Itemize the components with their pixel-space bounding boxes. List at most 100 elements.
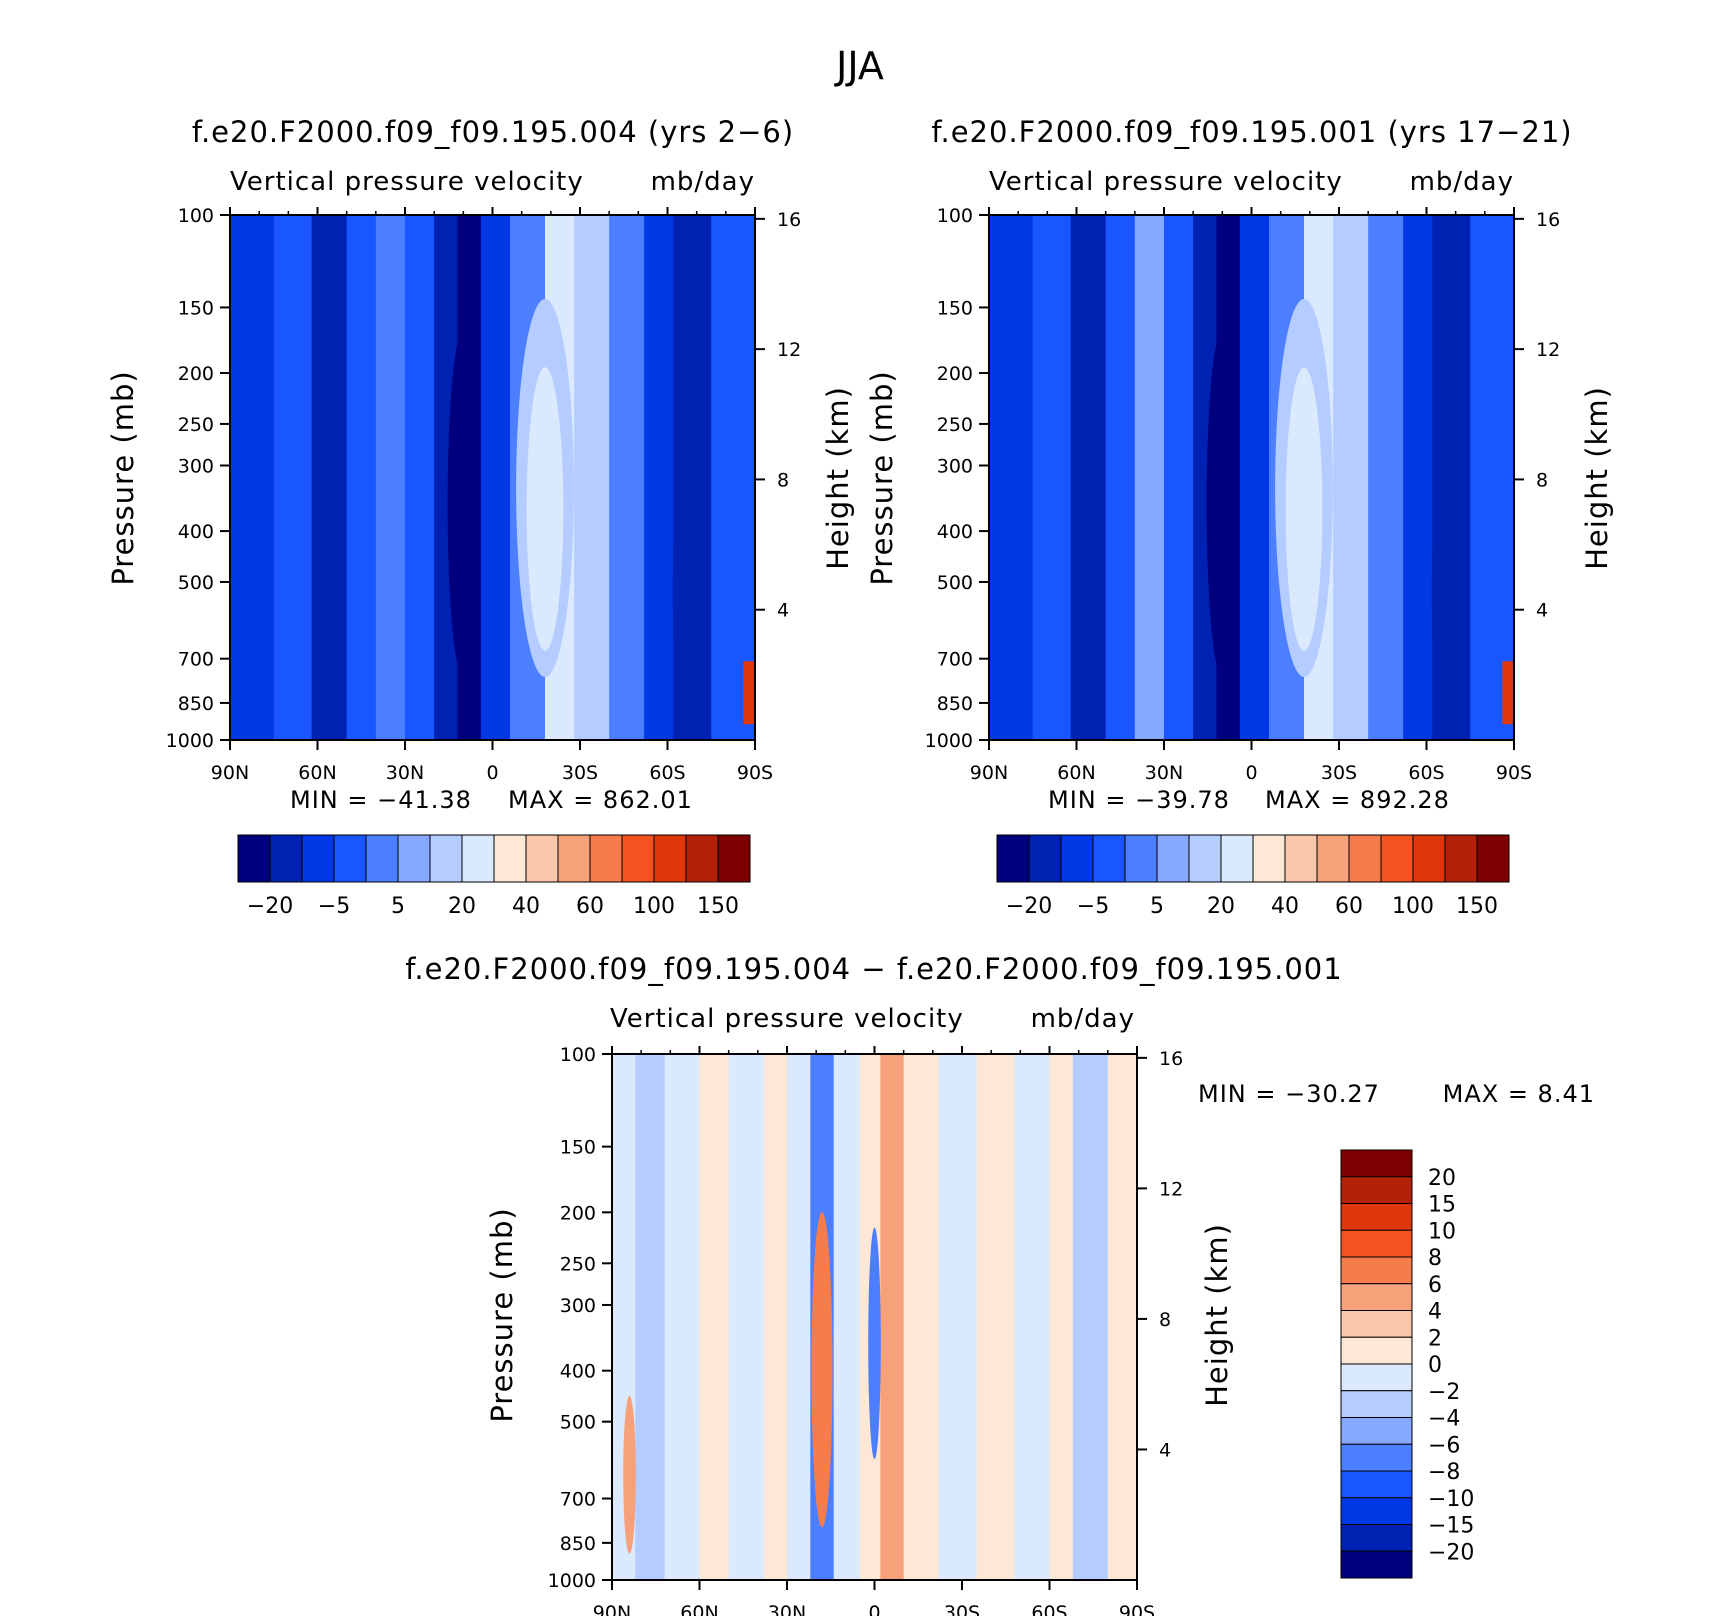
- field-band: [405, 215, 435, 740]
- colorbar-label: 20: [448, 894, 476, 919]
- y-tick-label: 200: [178, 363, 214, 385]
- colorbar-swatch: [996, 834, 1030, 883]
- x-tick-label: 90N: [593, 1602, 631, 1616]
- panel-2-ylabel: Pressure (mb): [865, 370, 899, 585]
- panel-1-plot: 100 150 200 250 300 400 500 700 850 1000 16 12 8 4 90N…: [166, 205, 802, 784]
- colorbar-swatch: [1340, 1229, 1413, 1258]
- panel-2-units: mb/day: [1410, 167, 1514, 197]
- x-tick-label: 90N: [970, 762, 1008, 784]
- colorbar-swatch: [1340, 1417, 1413, 1445]
- colorbar-swatch: [1444, 834, 1478, 883]
- field-band: [1105, 215, 1136, 740]
- colorbar-label: −20: [1006, 894, 1052, 919]
- polar-surface: [743, 661, 754, 725]
- colorbar-swatch: [525, 834, 559, 883]
- field-band: [1239, 215, 1270, 740]
- field-band: [664, 1054, 700, 1580]
- panel-1-y2label: Height (km): [821, 386, 855, 570]
- x-tick-label: 0: [1245, 762, 1257, 784]
- colorbar-swatch: [1340, 1256, 1413, 1285]
- colorbar-swatch: [1188, 834, 1222, 883]
- panel-1-max-label: MAX = 862.01: [508, 786, 693, 814]
- panel-2-variable: Vertical pressure velocity: [989, 167, 1343, 197]
- colorbar-swatch: [461, 834, 495, 883]
- panel-2-title: f.e20.F2000.f09_f09.195.001 (yrs 17−21): [931, 115, 1572, 149]
- y-tick-label: 400: [560, 1361, 596, 1383]
- colorbar-label: −5: [1077, 894, 1109, 919]
- field-band: [1072, 1054, 1109, 1580]
- y-tick-label: 150: [560, 1137, 596, 1159]
- panel-3-title: f.e20.F2000.f09_f09.195.004 − f.e20.F200…: [405, 952, 1342, 986]
- y2-tick-label: 12: [1536, 339, 1560, 361]
- colorbar-swatch: [365, 834, 399, 883]
- panel-1-ylabel: Pressure (mb): [106, 370, 140, 585]
- field-band: [346, 215, 377, 740]
- colorbar-label: 20: [1207, 894, 1235, 919]
- panel-1: f.e20.F2000.f09_f09.195.004 (yrs 2−6) Ve…: [106, 115, 855, 919]
- x-tick-label: 0: [486, 762, 498, 784]
- panel-1-min-label: MIN = −41.38: [290, 786, 472, 814]
- y-tick-label: 250: [560, 1253, 596, 1275]
- x-tick-label: 0: [868, 1602, 880, 1616]
- x-tick-label: 90S: [1496, 762, 1532, 784]
- colorbar-label: 100: [633, 894, 675, 919]
- field-band: [880, 1054, 905, 1580]
- colorbar-swatch: [493, 834, 527, 883]
- panel-3: f.e20.F2000.f09_f09.195.004 − f.e20.F200…: [405, 952, 1594, 1616]
- y-tick-label: 850: [560, 1533, 596, 1555]
- colorbar-swatch: [1220, 834, 1254, 883]
- colorbar-swatch: [333, 834, 367, 883]
- field-band: [1134, 215, 1165, 740]
- x-tick-label: 60S: [1031, 1602, 1067, 1616]
- y2-tick-label: 16: [1536, 209, 1560, 231]
- y-tick-label: 100: [560, 1044, 596, 1066]
- panel-2: f.e20.F2000.f09_f09.195.001 (yrs 17−21) …: [865, 115, 1614, 919]
- y2-tick-label: 12: [1159, 1178, 1183, 1200]
- colorbar-label: 150: [1456, 894, 1498, 919]
- y-tick-label: 200: [937, 363, 973, 385]
- colorbar-swatch: [1092, 834, 1126, 883]
- y-tick-label: 300: [560, 1295, 596, 1317]
- y2-tick-label: 8: [777, 469, 789, 491]
- colorbar-swatch: [429, 834, 463, 883]
- colorbar-label: −10: [1428, 1487, 1474, 1512]
- panel-3-min-label: MIN = −30.27: [1198, 1080, 1380, 1108]
- x-tick-label: 30N: [1145, 762, 1183, 784]
- panel-2-y2label: Height (km): [1580, 386, 1614, 570]
- field-band: [903, 1054, 940, 1580]
- colorbar-swatch: [1412, 834, 1446, 883]
- y2-tick-label: 4: [777, 600, 789, 622]
- x-tick-label: 60N: [298, 762, 336, 784]
- colorbar-swatch: [1340, 1310, 1413, 1338]
- field-band: [1470, 215, 1515, 740]
- colorbar-label: 0: [1428, 1353, 1442, 1378]
- colorbar-label: 100: [1392, 894, 1434, 919]
- field-band: [311, 215, 348, 740]
- field-band: [1368, 215, 1404, 740]
- colorbar-label: −20: [247, 894, 293, 919]
- colorbar-label: 5: [391, 894, 405, 919]
- y-tick-label: 850: [937, 693, 973, 715]
- colorbar-swatch: [1340, 1149, 1413, 1178]
- colorbar-label: −2: [1428, 1380, 1460, 1405]
- panel-3-ylabel: Pressure (mb): [485, 1207, 519, 1422]
- field-band: [711, 215, 756, 740]
- field-band: [375, 215, 406, 740]
- y-tick-label: 400: [937, 521, 973, 543]
- colorbar-swatch: [653, 834, 687, 883]
- panel-2-colorbar: −20 −5 5 20 40 60 100 150: [996, 834, 1510, 919]
- y-tick-label: 700: [178, 649, 214, 671]
- colorbar-swatch: [717, 834, 751, 883]
- colorbar-label: 10: [1428, 1219, 1456, 1244]
- colorbar-swatch: [1284, 834, 1318, 883]
- y2-tick-label: 4: [1159, 1439, 1171, 1461]
- y-tick-label: 700: [937, 649, 973, 671]
- x-tick-label: 30S: [562, 762, 598, 784]
- field-band: [480, 215, 511, 740]
- field-band: [938, 1054, 978, 1580]
- y-tick-label: 100: [937, 205, 973, 227]
- colorbar-swatch: [237, 834, 271, 883]
- polar-core: [672, 477, 692, 709]
- field-band: [1070, 215, 1107, 740]
- colorbar-label: 20: [1428, 1166, 1456, 1191]
